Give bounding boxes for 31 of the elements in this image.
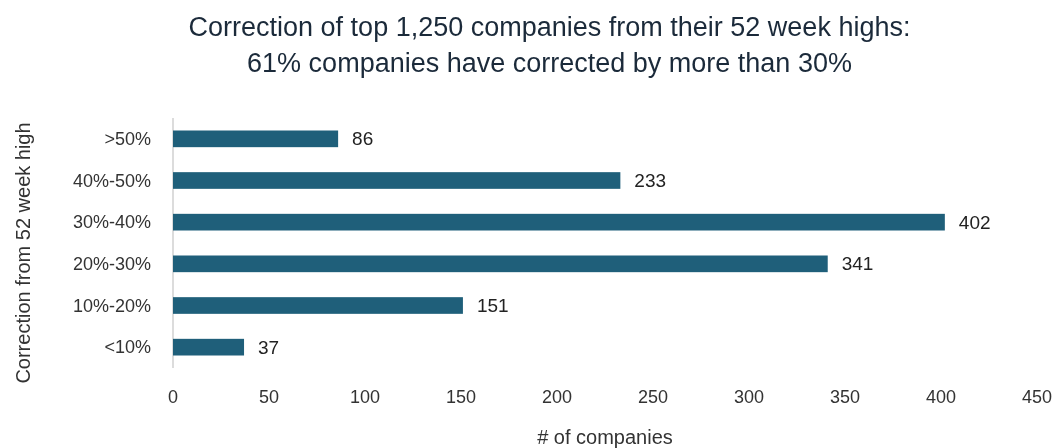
- bar: [173, 130, 339, 148]
- x-tick-label: 0: [167, 387, 179, 407]
- x-tick-label: 150: [445, 387, 477, 407]
- y-tick-label: 30%-40%: [72, 212, 151, 233]
- y-tick-label: 20%-30%: [72, 254, 151, 275]
- bar: [173, 338, 245, 356]
- y-tick-label: 10%-20%: [72, 295, 151, 316]
- x-axis-title: # of companies: [537, 426, 673, 448]
- x-tick-label: 300: [733, 387, 765, 407]
- y-axis-title: Correction from 52 week high: [12, 122, 34, 384]
- x-tick-label: 250: [637, 387, 669, 407]
- data-label: 233: [634, 170, 667, 192]
- chart-title: Correction of top 1,250 companies from their 52 week highs: 61% companies have corrected by more than 30%: [188, 12, 911, 78]
- x-tick-label: 450: [1021, 387, 1053, 407]
- bar: [173, 213, 945, 231]
- data-label: 341: [841, 253, 874, 275]
- x-tick-label: 100: [349, 387, 381, 407]
- data-label: 151: [476, 295, 509, 317]
- bar: [173, 297, 463, 314]
- bar: [173, 172, 621, 189]
- data-label: 37: [258, 336, 280, 358]
- x-tick-label: 50: [258, 387, 280, 407]
- y-tick-label: <10%: [104, 337, 151, 358]
- data-label: 402: [958, 211, 991, 233]
- data-label: 86: [352, 128, 374, 150]
- x-tick-label: 350: [829, 387, 861, 407]
- y-tick-label: >50%: [104, 129, 151, 150]
- x-tick-label: 200: [541, 387, 573, 407]
- bar: [173, 255, 828, 273]
- x-tick-label: 400: [925, 387, 957, 407]
- y-tick-label: 40%-50%: [72, 170, 151, 191]
